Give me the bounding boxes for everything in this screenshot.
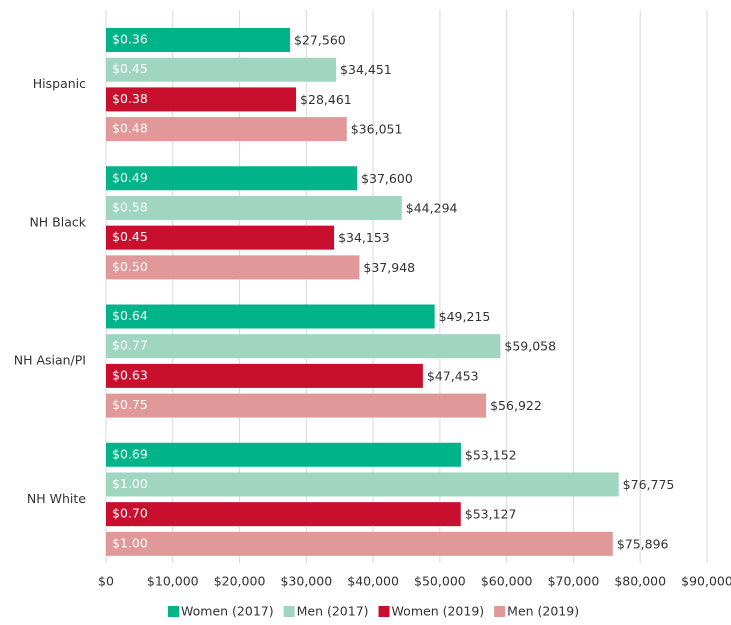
ratio-label: $0.64 [112,308,148,323]
x-tick-label: $50,000 [414,574,466,589]
value-label: $53,152 [465,447,517,462]
legend-label: Men (2017) [297,604,369,619]
ratio-label: $0.36 [112,32,148,47]
x-tick-label: $70,000 [548,574,600,589]
ratio-label: $0.45 [112,229,148,244]
bar [106,334,501,359]
x-tick-label: $40,000 [347,574,399,589]
ratio-label: $0.49 [112,170,148,185]
x-tick-label: $60,000 [481,574,533,589]
ratio-label: $0.69 [112,446,148,461]
value-label: $75,896 [617,536,669,551]
value-label: $37,600 [361,171,413,186]
y-tick-label: NH Black [29,214,86,229]
bar [106,57,337,82]
bar [106,225,335,250]
bar [106,472,619,497]
ratio-label: $0.77 [112,338,148,353]
bar [106,502,461,527]
x-tick-label: $30,000 [280,574,332,589]
y-tick-label: NH White [27,491,86,506]
value-label: $59,058 [504,339,556,354]
bar [106,304,435,329]
value-label: $53,127 [465,507,517,522]
value-label: $44,294 [406,200,458,215]
bar [106,442,461,467]
legend-swatch [494,606,506,617]
value-label: $76,775 [623,477,675,492]
legend-label: Men (2019) [507,604,579,619]
ratio-label: $1.00 [112,535,148,550]
y-tick-label: NH Asian/PI [14,353,86,368]
x-tick-label: $0 [98,574,114,589]
value-label: $34,153 [338,230,390,245]
legend-label: Women (2017) [181,604,274,619]
legend-swatch [378,606,390,617]
x-tick-label: $90,000 [681,574,731,589]
x-tick-label: $10,000 [147,574,199,589]
bar [106,28,291,52]
bar [106,87,297,112]
legend-label: Women (2019) [392,604,485,619]
x-tick-label: $20,000 [214,574,266,589]
ratio-label: $0.38 [112,91,148,106]
ratio-label: $1.00 [112,476,148,491]
ratio-label: $0.50 [112,259,148,274]
bar [106,117,347,142]
legend-swatch [283,606,295,617]
bar [106,195,402,220]
ratio-label: $0.63 [112,367,148,382]
bar [106,393,487,418]
value-label: $47,453 [427,368,479,383]
value-label: $36,051 [351,122,403,137]
y-tick-label: Hispanic [33,76,86,91]
value-label: $56,922 [490,398,542,413]
ratio-label: $0.45 [112,61,148,76]
bar [106,166,358,191]
bar [106,255,360,280]
value-label: $28,461 [300,92,352,107]
ratio-label: $0.75 [112,397,148,412]
ratio-label: $0.70 [112,506,148,521]
value-label: $34,451 [340,62,392,77]
bar [106,531,613,556]
bar [106,363,423,388]
ratio-label: $0.48 [112,121,148,136]
value-label: $27,560 [294,33,346,48]
value-label: $49,215 [439,309,491,324]
legend-swatch [168,606,179,617]
value-label: $37,948 [363,260,415,275]
ratio-label: $0.58 [112,199,148,214]
x-tick-label: $80,000 [614,574,666,589]
